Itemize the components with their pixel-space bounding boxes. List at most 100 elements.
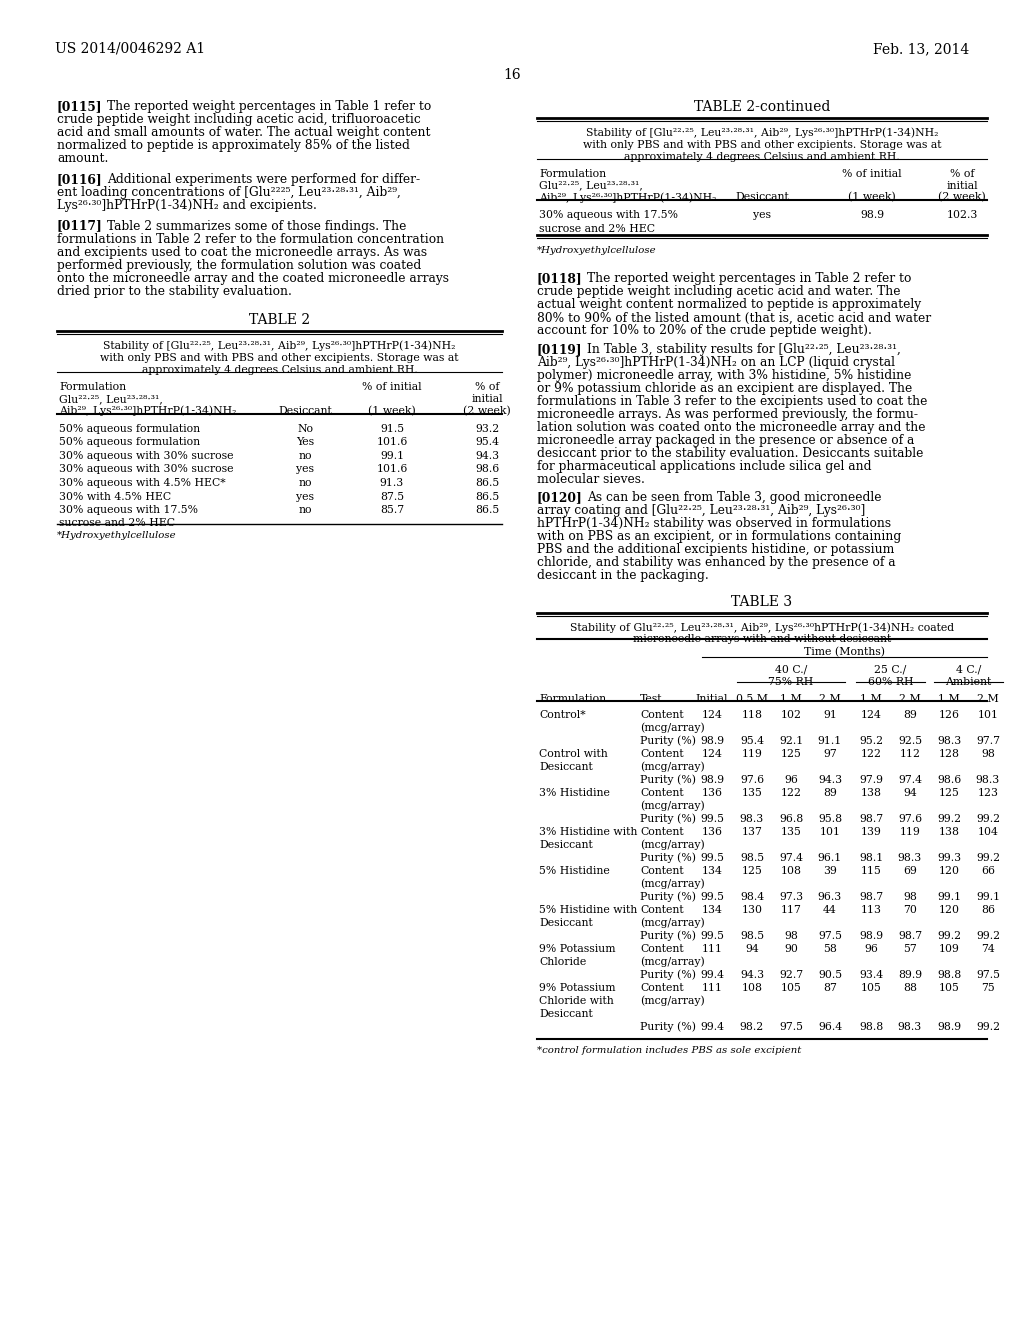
Text: Content: Content: [640, 748, 684, 759]
Text: Content: Content: [640, 982, 684, 993]
Text: 98.3: 98.3: [898, 853, 923, 862]
Text: Formulation: Formulation: [539, 693, 606, 704]
Text: 1 M: 1 M: [938, 693, 959, 704]
Text: 118: 118: [741, 710, 763, 719]
Text: 98.5: 98.5: [740, 853, 764, 862]
Text: The reported weight percentages in Table 2 refer to: The reported weight percentages in Table…: [587, 272, 911, 285]
Text: 98.9: 98.9: [859, 931, 883, 941]
Text: 98.9: 98.9: [700, 735, 724, 746]
Text: 50% aqueous formulation: 50% aqueous formulation: [59, 424, 200, 433]
Text: 69: 69: [903, 866, 916, 875]
Text: 99.2: 99.2: [937, 931, 962, 941]
Text: approximately 4 degrees Celsius and ambient RH.: approximately 4 degrees Celsius and ambi…: [141, 366, 418, 375]
Text: 39: 39: [823, 866, 837, 875]
Text: Content: Content: [640, 710, 684, 719]
Text: no: no: [298, 451, 311, 461]
Text: molecular sieves.: molecular sieves.: [537, 473, 645, 486]
Text: 137: 137: [741, 826, 763, 837]
Text: 101.6: 101.6: [376, 437, 408, 447]
Text: Purity (%): Purity (%): [640, 891, 696, 902]
Text: 120: 120: [939, 866, 959, 875]
Text: 40 C./: 40 C./: [775, 664, 807, 675]
Text: 2 M: 2 M: [899, 693, 921, 704]
Text: 102: 102: [780, 710, 802, 719]
Text: Stability of Glu²²·²⁵, Leu²³·²⁸·³¹, Aib²⁹, Lys²⁶·³⁰hPTHrP(1-34)NH₂ coated: Stability of Glu²²·²⁵, Leu²³·²⁸·³¹, Aib²…: [570, 622, 954, 632]
Text: 86: 86: [981, 904, 995, 915]
Text: Glu²²·²⁵, Leu²³·²⁸·³¹,: Glu²²·²⁵, Leu²³·²⁸·³¹,: [539, 181, 643, 190]
Text: 1 M: 1 M: [780, 693, 802, 704]
Text: no: no: [298, 478, 311, 488]
Text: (2 week): (2 week): [938, 193, 986, 202]
Text: % of initial: % of initial: [362, 381, 422, 392]
Text: array coating and [Glu²²·²⁵, Leu²³·²⁸·³¹, Aib²⁹, Lys²⁶·³⁰]: array coating and [Glu²²·²⁵, Leu²³·²⁸·³¹…: [537, 504, 865, 517]
Text: 105: 105: [780, 982, 802, 993]
Text: Additional experiments were performed for differ-: Additional experiments were performed fo…: [106, 173, 420, 186]
Text: In Table 3, stability results for [Glu²²·²⁵, Leu²³·²⁸·³¹,: In Table 3, stability results for [Glu²²…: [587, 343, 901, 355]
Text: 130: 130: [741, 904, 763, 915]
Text: Desiccant: Desiccant: [279, 405, 332, 416]
Text: 124: 124: [701, 710, 723, 719]
Text: formulations in Table 3 refer to the excipients used to coat the: formulations in Table 3 refer to the exc…: [537, 395, 928, 408]
Text: 94.3: 94.3: [818, 775, 842, 784]
Text: 98.8: 98.8: [859, 1022, 883, 1031]
Text: 30% with 4.5% HEC: 30% with 4.5% HEC: [59, 492, 171, 502]
Text: formulations in Table 2 refer to the formulation concentration: formulations in Table 2 refer to the for…: [57, 232, 444, 246]
Text: Aib²⁹, Lys²⁶·³⁰]hPTHrP(1-34)NH₂: Aib²⁹, Lys²⁶·³⁰]hPTHrP(1-34)NH₂: [59, 405, 237, 416]
Text: 117: 117: [780, 904, 802, 915]
Text: 25 C./: 25 C./: [874, 664, 906, 675]
Text: initial: initial: [946, 181, 978, 190]
Text: 60% RH: 60% RH: [867, 677, 913, 686]
Text: 98.2: 98.2: [740, 1022, 764, 1031]
Text: 75% RH: 75% RH: [768, 677, 814, 686]
Text: 98: 98: [981, 748, 995, 759]
Text: yes: yes: [753, 210, 771, 220]
Text: 50% aqueous formulation: 50% aqueous formulation: [59, 437, 200, 447]
Text: and excipients used to coat the microneedle arrays. As was: and excipients used to coat the micronee…: [57, 246, 427, 259]
Text: 86.5: 86.5: [475, 478, 499, 488]
Text: 93.2: 93.2: [475, 424, 499, 433]
Text: 98.7: 98.7: [859, 813, 883, 824]
Text: 96.3: 96.3: [818, 891, 842, 902]
Text: (1 week): (1 week): [368, 405, 416, 416]
Text: approximately 4 degrees Celsius and ambient RH.: approximately 4 degrees Celsius and ambi…: [624, 152, 900, 162]
Text: 1 M: 1 M: [860, 693, 882, 704]
Text: 89: 89: [823, 788, 837, 797]
Text: 89: 89: [903, 710, 916, 719]
Text: Content: Content: [640, 788, 684, 797]
Text: TABLE 3: TABLE 3: [731, 595, 793, 609]
Text: 2 M: 2 M: [977, 693, 998, 704]
Text: with only PBS and with PBS and other excipients. Storage was at: with only PBS and with PBS and other exc…: [583, 140, 941, 149]
Text: 128: 128: [939, 748, 959, 759]
Text: 90: 90: [784, 944, 798, 953]
Text: 122: 122: [860, 748, 882, 759]
Text: 9% Potassium: 9% Potassium: [539, 944, 615, 953]
Text: Aib²⁹, Lys²⁶·³⁰]hPTHrP(1-34)NH₂ on an LCP (liquid crystal: Aib²⁹, Lys²⁶·³⁰]hPTHrP(1-34)NH₂ on an LC…: [537, 355, 895, 368]
Text: account for 10% to 20% of the crude peptide weight).: account for 10% to 20% of the crude pept…: [537, 325, 871, 338]
Text: 98.3: 98.3: [740, 813, 764, 824]
Text: 108: 108: [780, 866, 802, 875]
Text: 70: 70: [903, 904, 916, 915]
Text: 91.5: 91.5: [380, 424, 404, 433]
Text: 113: 113: [860, 904, 882, 915]
Text: 91.1: 91.1: [818, 735, 842, 746]
Text: 94: 94: [903, 788, 916, 797]
Text: Desiccant: Desiccant: [539, 1008, 593, 1019]
Text: 101.6: 101.6: [376, 465, 408, 474]
Text: sucrose and 2% HEC: sucrose and 2% HEC: [59, 519, 175, 528]
Text: 44: 44: [823, 904, 837, 915]
Text: 98.3: 98.3: [976, 775, 1000, 784]
Text: 119: 119: [741, 748, 763, 759]
Text: 95.4: 95.4: [740, 735, 764, 746]
Text: (mcg/array): (mcg/array): [640, 762, 705, 772]
Text: 105: 105: [939, 982, 959, 993]
Text: 98.8: 98.8: [937, 970, 962, 979]
Text: 115: 115: [860, 866, 882, 875]
Text: 3% Histidine: 3% Histidine: [539, 788, 610, 797]
Text: 99.3: 99.3: [937, 853, 962, 862]
Text: 94: 94: [745, 944, 759, 953]
Text: actual weight content normalized to peptide is approximately: actual weight content normalized to pept…: [537, 298, 922, 312]
Text: 95.4: 95.4: [475, 437, 499, 447]
Text: Content: Content: [640, 866, 684, 875]
Text: Content: Content: [640, 826, 684, 837]
Text: 135: 135: [741, 788, 763, 797]
